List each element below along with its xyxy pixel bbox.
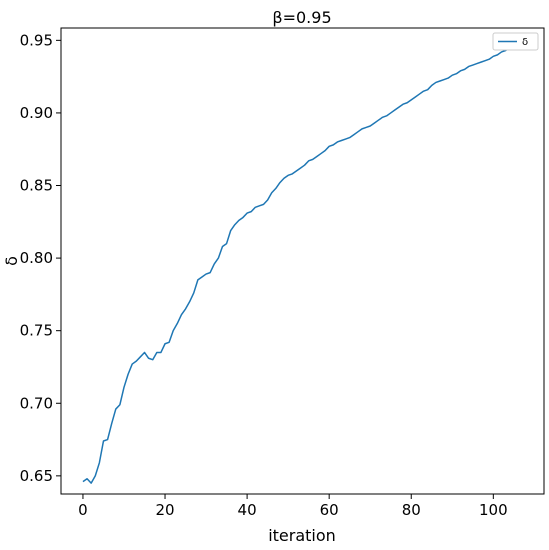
plot-area	[60, 27, 545, 495]
x-tick-label: 80	[402, 501, 421, 519]
y-tick-label: 0.90	[20, 104, 53, 122]
legend-label-delta: δ	[522, 37, 528, 48]
y-tick-label: 0.75	[20, 322, 53, 340]
y-tick-label: 0.70	[20, 394, 53, 412]
x-tick-label: 100	[479, 501, 508, 519]
x-axis: 0 20 40 60 80 100	[78, 494, 508, 519]
y-tick-label: 0.95	[20, 31, 53, 49]
x-tick-label: 40	[238, 501, 257, 519]
series-layer	[82, 39, 523, 484]
x-tick-label: 20	[155, 501, 174, 519]
legend: δ	[492, 32, 539, 51]
y-tick-label: 0.80	[20, 249, 53, 267]
chart-title: β=0.95	[272, 8, 331, 27]
y-tick-label: 0.85	[20, 177, 53, 195]
y-axis-label: δ	[2, 256, 21, 266]
y-axis: 0.65 0.70 0.75 0.80 0.85 0.90 0.95	[20, 31, 61, 485]
series-line-delta	[82, 39, 523, 484]
x-tick-label: 0	[78, 501, 88, 519]
plot-frame	[60, 27, 545, 495]
y-tick-label: 0.65	[20, 467, 53, 485]
x-tick-label: 60	[320, 501, 339, 519]
x-axis-label: iteration	[268, 526, 336, 545]
